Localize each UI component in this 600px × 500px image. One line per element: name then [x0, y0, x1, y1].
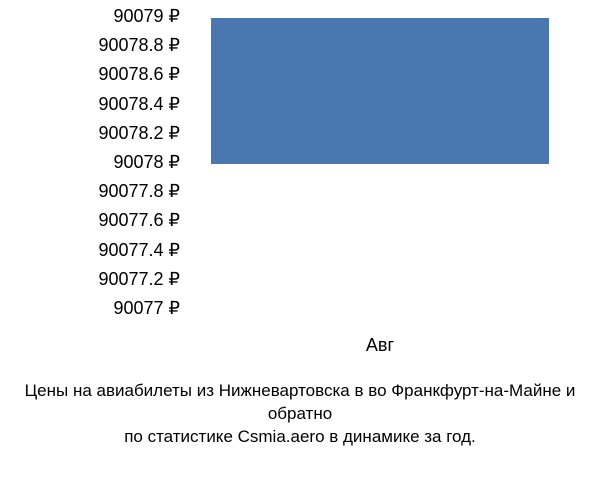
y-tick-label: 90078.8 ₽ — [20, 35, 180, 56]
y-tick-label: 90078.6 ₽ — [20, 64, 180, 85]
y-tick-label: 90078.2 ₽ — [20, 123, 180, 144]
y-tick-label: 90077.2 ₽ — [20, 269, 180, 290]
x-tick-label: Авг — [366, 335, 394, 356]
caption-line: Цены на авиабилеты из Нижневартовска в в… — [0, 380, 600, 426]
y-tick-label: 90077.6 ₽ — [20, 210, 180, 231]
y-tick-label: 90078.4 ₽ — [20, 94, 180, 115]
chart-caption: Цены на авиабилеты из Нижневартовска в в… — [0, 380, 600, 449]
caption-line: по статистике Csmia.aero в динамике за г… — [0, 426, 600, 449]
y-tick-label: 90077.8 ₽ — [20, 181, 180, 202]
price-bar-chart: 90079 ₽ 90078.8 ₽ 90078.6 ₽ 90078.4 ₽ 90078.… — [0, 0, 600, 500]
y-tick-label: 90077 ₽ — [20, 298, 180, 319]
y-tick-label: 90077.4 ₽ — [20, 240, 180, 261]
y-tick-label: 90079 ₽ — [20, 6, 180, 27]
y-tick-label: 90078 ₽ — [20, 152, 180, 173]
bar — [211, 18, 549, 164]
